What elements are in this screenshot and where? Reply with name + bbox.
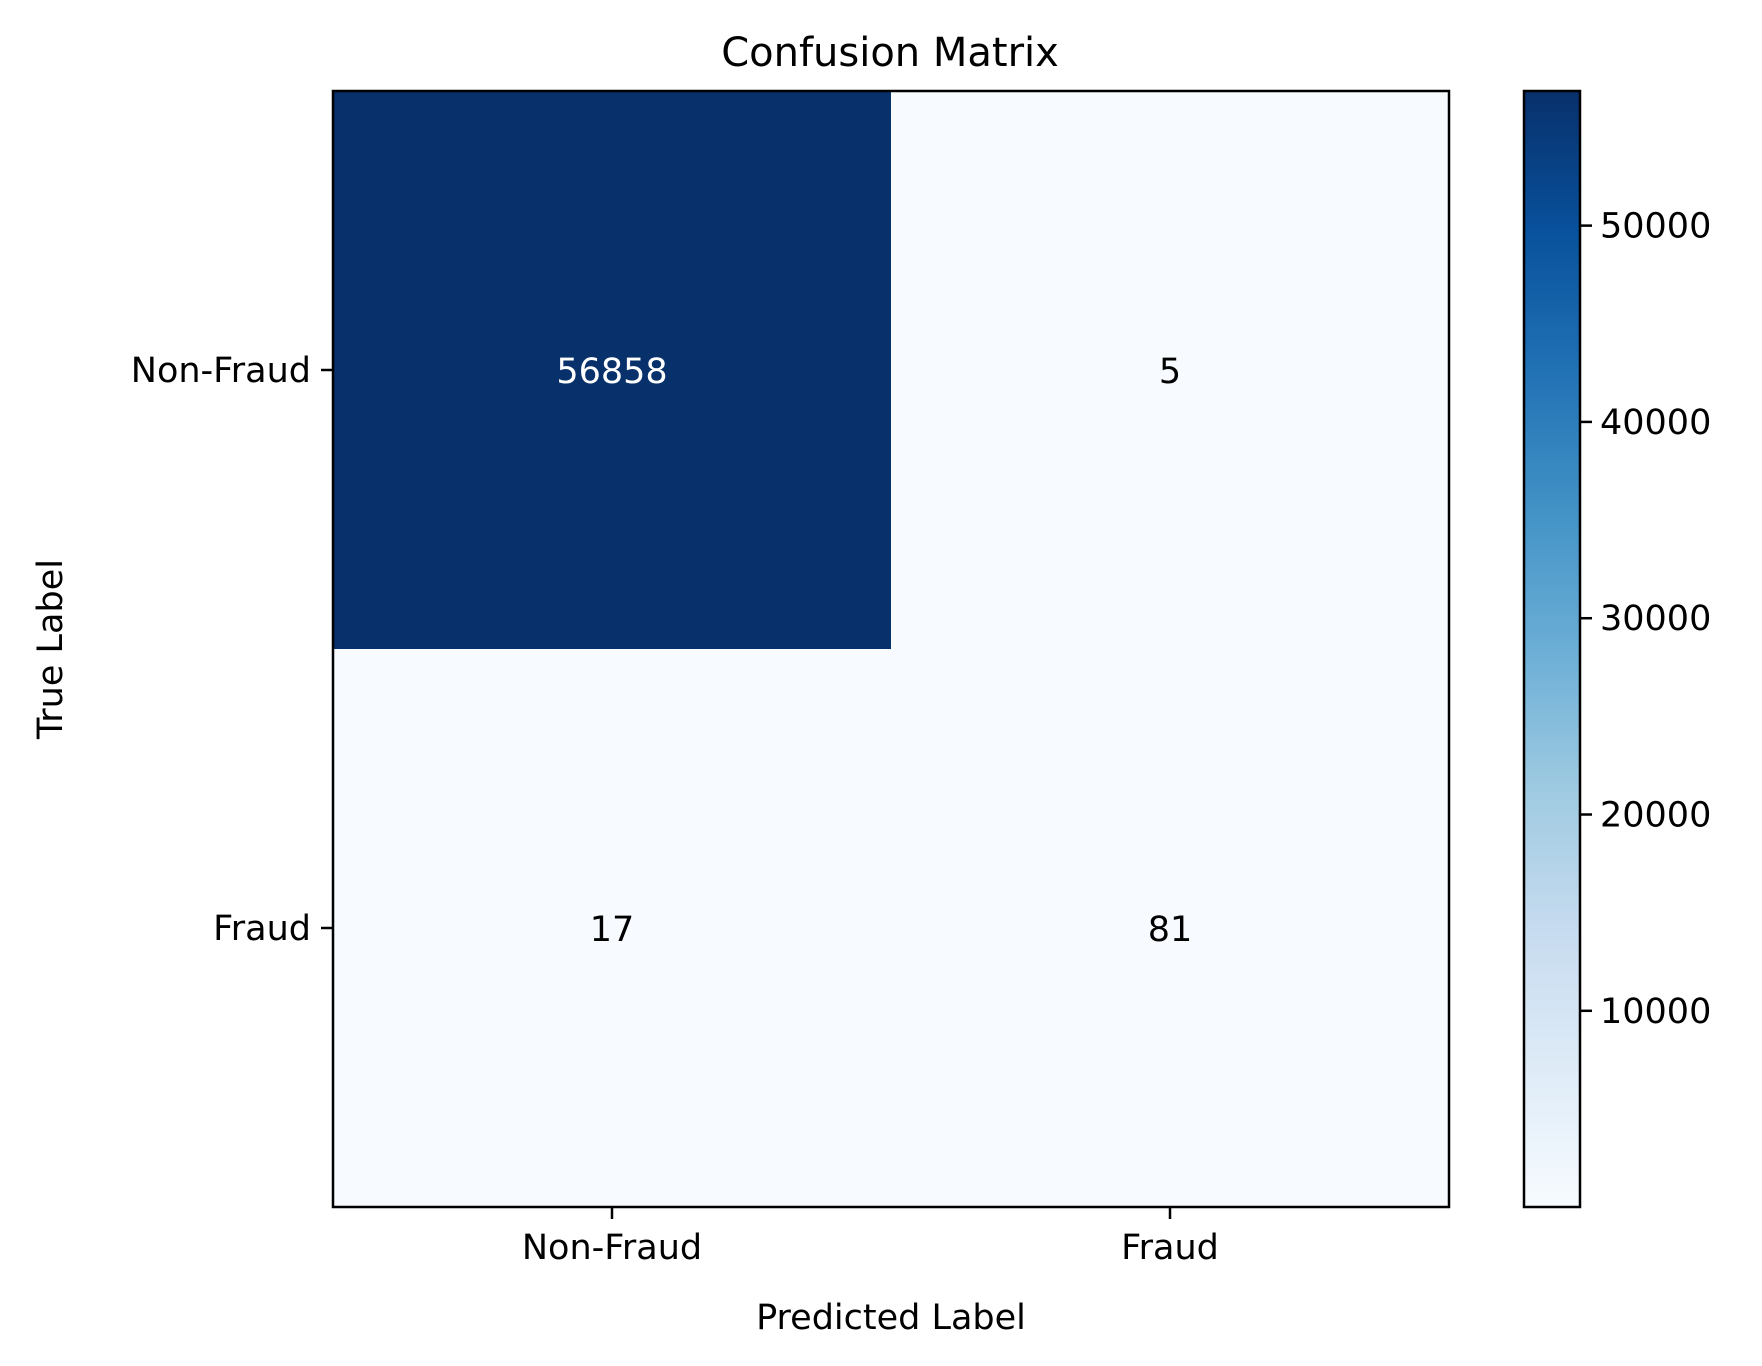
cell-value-label: 17 [590, 910, 635, 950]
cell-value-label: 5 [1159, 352, 1181, 392]
colorbar-tick-label: 50000 [1600, 207, 1711, 247]
cell-value-label: 56858 [556, 352, 667, 392]
y-tick-label: Non-Fraud [131, 351, 311, 391]
x-axis-label: Predicted Label [756, 1298, 1026, 1338]
colorbar-tick-label: 30000 [1600, 599, 1711, 639]
y-axis-label: True Label [31, 559, 71, 740]
plot-frame [331, 89, 1451, 1209]
y-tick-label: Fraud [213, 909, 311, 949]
cell-value-labels: 56858 5 17 81 [556, 352, 1192, 950]
colorbar-tick-label: 10000 [1600, 992, 1711, 1032]
chart-title: Confusion Matrix [721, 30, 1059, 76]
cell-value-label: 81 [1148, 910, 1193, 950]
colorbar-tick-label: 20000 [1600, 796, 1711, 836]
x-tick-label: Fraud [1121, 1228, 1219, 1268]
heatmap-cell [891, 649, 1450, 1208]
colorbar [1522, 89, 1582, 1209]
y-axis-ticks: Non-Fraud Fraud [131, 351, 333, 949]
heatmap-cell [333, 91, 892, 650]
heatmap-cell [891, 91, 1450, 650]
x-tick-label: Non-Fraud [522, 1228, 702, 1268]
heatmap-cells [333, 91, 1450, 1208]
colorbar-tick-label: 40000 [1600, 403, 1711, 443]
heatmap-cell [333, 649, 892, 1208]
colorbar-ticks: 10000 20000 30000 40000 50000 [1580, 207, 1711, 1032]
x-axis-ticks: Non-Fraud Fraud [522, 1207, 1219, 1268]
